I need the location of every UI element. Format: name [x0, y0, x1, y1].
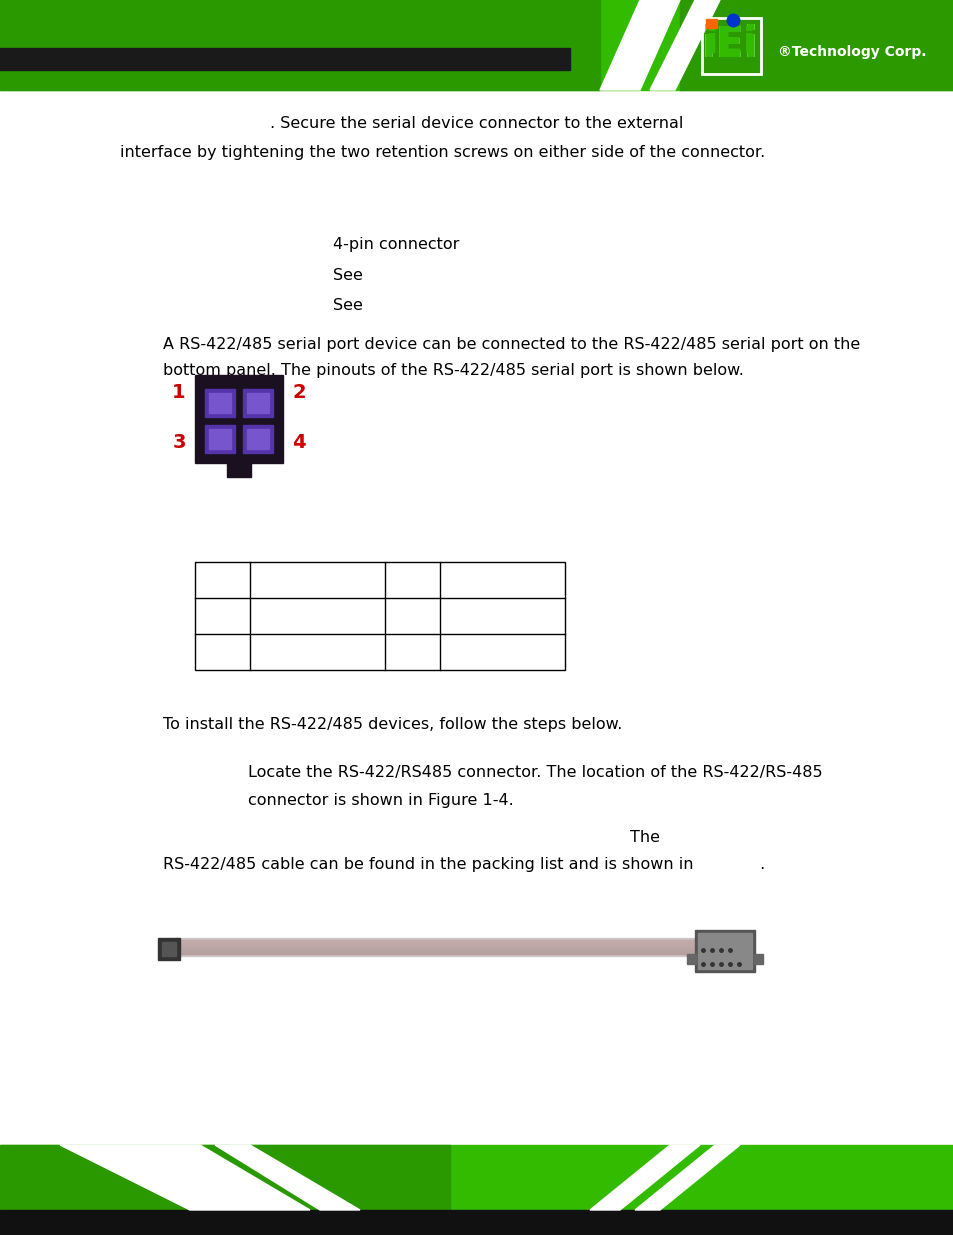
Bar: [243, 389, 273, 417]
Bar: [0, 0, 599, 90]
Text: The: The: [629, 830, 659, 845]
Bar: [753, 953, 762, 965]
Text: 2: 2: [292, 384, 306, 403]
Text: iEi: iEi: [705, 26, 755, 61]
Polygon shape: [214, 1145, 359, 1210]
Bar: [205, 389, 234, 417]
Text: Locate the RS-422/RS485 connector. The location of the RS-422/RS-485: Locate the RS-422/RS485 connector. The l…: [248, 766, 821, 781]
Text: iEi: iEi: [700, 23, 758, 65]
Bar: [227, 461, 251, 477]
Bar: [194, 375, 283, 463]
Text: To install the RS-422/485 devices, follow the steps below.: To install the RS-422/485 devices, follo…: [163, 718, 621, 732]
Text: 4-pin connector: 4-pin connector: [333, 237, 459, 252]
Text: A RS-422/485 serial port device can be connected to the RS-422/485 serial port o: A RS-422/485 serial port device can be c…: [163, 337, 860, 352]
Bar: [174, 939, 695, 955]
Bar: [209, 429, 231, 450]
Text: 3: 3: [172, 433, 186, 452]
Bar: [194, 562, 564, 671]
Bar: [209, 393, 231, 412]
Text: connector is shown in Figure 1-4.: connector is shown in Figure 1-4.: [248, 793, 514, 808]
Polygon shape: [649, 0, 720, 90]
Text: iEi: iEi: [700, 23, 758, 65]
Bar: [686, 953, 696, 965]
Polygon shape: [635, 1145, 740, 1210]
Bar: [698, 932, 751, 969]
Text: RS-422/485 cable can be found in the packing list and is shown in             .: RS-422/485 cable can be found in the pac…: [163, 857, 764, 872]
Bar: [679, 0, 953, 90]
Bar: [0, 1145, 450, 1235]
Polygon shape: [60, 1145, 310, 1210]
Bar: [0, 0, 953, 90]
Text: . Secure the serial device connector to the external: . Secure the serial device connector to …: [270, 116, 683, 131]
Bar: [247, 429, 269, 450]
Bar: [174, 939, 695, 956]
Text: interface by tightening the two retention screws on either side of the connector: interface by tightening the two retentio…: [120, 144, 765, 159]
Bar: [705, 19, 717, 28]
Text: 4: 4: [292, 433, 306, 452]
Bar: [243, 425, 273, 453]
Text: See: See: [333, 268, 362, 283]
Bar: [158, 939, 180, 960]
Text: ®Technology Corp.: ®Technology Corp.: [778, 44, 925, 59]
Bar: [247, 393, 269, 412]
Bar: [0, 48, 569, 70]
Polygon shape: [599, 0, 679, 90]
Bar: [0, 1145, 953, 1235]
Bar: [162, 942, 175, 956]
Bar: [695, 930, 754, 972]
Bar: [205, 425, 234, 453]
Polygon shape: [589, 1145, 700, 1210]
Text: See: See: [333, 298, 362, 312]
Text: 1: 1: [172, 384, 186, 403]
Bar: [0, 1210, 953, 1235]
Text: bottom panel. The pinouts of the RS-422/485 serial port is shown below.: bottom panel. The pinouts of the RS-422/…: [163, 363, 743, 378]
